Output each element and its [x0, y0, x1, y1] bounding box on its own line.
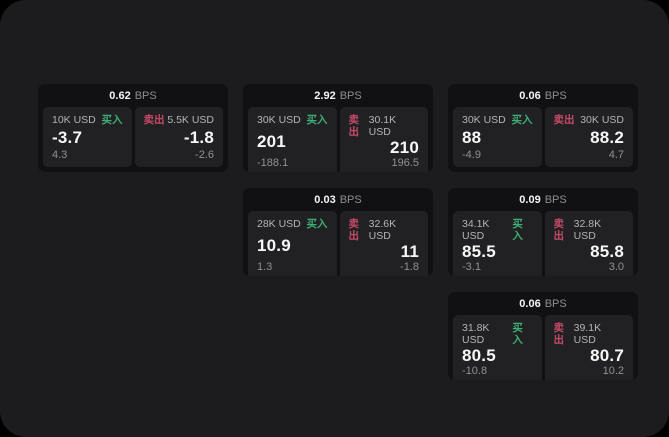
- sell-change: 196.5: [391, 157, 419, 169]
- buy-price: 201: [257, 132, 286, 151]
- buy-change: 4.3: [52, 149, 68, 161]
- bps-spread-value: 0.62: [109, 89, 131, 102]
- buy-change: -188.1: [257, 157, 289, 169]
- buy-change: -10.8: [462, 365, 488, 377]
- bps-spread-header: 0.06 BPS: [448, 84, 638, 107]
- buy-side-label: 买入: [306, 114, 328, 126]
- sell-price: 80.7: [590, 346, 624, 365]
- sell-quote-button[interactable]: 卖出 32.6K USD 11 -1.8: [339, 211, 428, 276]
- quote-panels: 34.1K USD 买入 85.5 -3.1 卖出 32.8K USD 85.8…: [448, 211, 638, 276]
- sell-side-label: 卖出: [348, 218, 360, 242]
- sell-quote-button[interactable]: 卖出 30K USD 88.2 4.7: [544, 107, 633, 167]
- buy-price: -3.7: [52, 128, 83, 147]
- buy-price: 88: [462, 128, 482, 147]
- buy-side-label: 买入: [511, 114, 533, 126]
- buy-side-label: 买入: [101, 114, 123, 126]
- bps-unit-label: BPS: [544, 89, 567, 102]
- sell-quote-button[interactable]: 卖出 32.8K USD 85.8 3.0: [544, 211, 633, 276]
- buy-amount: 34.1K USD: [462, 218, 490, 242]
- buy-quote-button[interactable]: 30K USD 买入 88 -4.9: [453, 107, 542, 167]
- buy-amount: 10K USD: [52, 114, 96, 126]
- buy-amount: 28K USD: [257, 218, 301, 230]
- quote-panels: 30K USD 买入 201 -188.1 卖出 30.1K USD 210 1…: [243, 107, 433, 172]
- bps-spread-header: 0.62 BPS: [38, 84, 228, 107]
- sell-quote-button[interactable]: 卖出 30.1K USD 210 196.5: [339, 107, 428, 172]
- quote-card: 0.62 BPS 10K USD 买入 -3.7 4.3 卖出 5.5K USD: [38, 84, 228, 172]
- buy-amount: 30K USD: [462, 114, 506, 126]
- sell-price: 88.2: [590, 128, 624, 147]
- bps-unit-label: BPS: [544, 297, 567, 310]
- sell-amount: 32.6K USD: [368, 218, 397, 242]
- quote-card: 0.06 BPS 31.8K USD 买入 80.5 -10.8 卖出 39.1…: [448, 292, 638, 380]
- quote-panels: 10K USD 买入 -3.7 4.3 卖出 5.5K USD -1.8 -2.…: [38, 107, 228, 172]
- quote-card: 2.92 BPS 30K USD 买入 201 -188.1 卖出 30.1K …: [243, 84, 433, 172]
- sell-side-label: 卖出: [553, 322, 565, 346]
- buy-amount: 31.8K USD: [462, 322, 490, 346]
- buy-quote-button[interactable]: 31.8K USD 买入 80.5 -10.8: [453, 315, 542, 380]
- quote-card: 0.06 BPS 30K USD 买入 88 -4.9 卖出 30K USD: [448, 84, 638, 172]
- bps-spread-header: 2.92 BPS: [243, 84, 433, 107]
- sell-change: 10.2: [602, 365, 624, 377]
- sell-price: -1.8: [183, 128, 214, 147]
- buy-side-label: 买入: [512, 218, 523, 242]
- quote-panels: 31.8K USD 买入 80.5 -10.8 卖出 39.1K USD 80.…: [448, 315, 638, 380]
- bps-spread-value: 0.09: [519, 193, 541, 206]
- sell-side-label: 卖出: [143, 114, 165, 126]
- buy-quote-button[interactable]: 10K USD 买入 -3.7 4.3: [43, 107, 132, 167]
- buy-price: 10.9: [257, 236, 291, 255]
- bps-unit-label: BPS: [544, 193, 567, 206]
- sell-amount: 39.1K USD: [573, 322, 602, 346]
- bps-spread-value: 0.06: [519, 89, 541, 102]
- sell-side-label: 卖出: [348, 114, 360, 138]
- sell-amount: 32.8K USD: [573, 218, 602, 242]
- bps-spread-header: 0.09 BPS: [448, 188, 638, 211]
- bps-unit-label: BPS: [134, 89, 157, 102]
- sell-change: -1.8: [400, 261, 419, 273]
- buy-side-label: 买入: [306, 218, 328, 230]
- buy-price: 85.5: [462, 242, 496, 261]
- sell-change: 4.7: [608, 149, 624, 161]
- bps-spread-value: 0.03: [314, 193, 336, 206]
- buy-change: 1.3: [257, 261, 273, 273]
- sell-price: 210: [390, 138, 419, 157]
- sell-side-label: 卖出: [553, 114, 575, 126]
- sell-change: 3.0: [608, 261, 624, 273]
- quote-panels: 28K USD 买入 10.9 1.3 卖出 32.6K USD 11 -1.8: [243, 211, 433, 276]
- sell-price: 85.8: [590, 242, 624, 261]
- sell-price: 11: [400, 242, 419, 261]
- buy-amount: 30K USD: [257, 114, 301, 126]
- bps-spread-header: 0.03 BPS: [243, 188, 433, 211]
- bps-spread-value: 2.92: [314, 89, 336, 102]
- bps-unit-label: BPS: [339, 193, 362, 206]
- quote-card-grid: 0.62 BPS 10K USD 买入 -3.7 4.3 卖出 5.5K USD: [38, 84, 638, 380]
- quote-panels: 30K USD 买入 88 -4.9 卖出 30K USD 88.2 4.7: [448, 107, 638, 172]
- buy-change: -3.1: [462, 261, 481, 273]
- buy-side-label: 买入: [512, 322, 523, 346]
- sell-amount: 30.1K USD: [368, 114, 397, 138]
- buy-quote-button[interactable]: 28K USD 买入 10.9 1.3: [248, 211, 337, 276]
- bps-spread-value: 0.06: [519, 297, 541, 310]
- sell-amount: 5.5K USD: [167, 114, 214, 126]
- buy-price: 80.5: [462, 346, 496, 365]
- bps-unit-label: BPS: [339, 89, 362, 102]
- bps-spread-header: 0.06 BPS: [448, 292, 638, 315]
- sell-change: -2.6: [195, 149, 214, 161]
- quote-card: 0.09 BPS 34.1K USD 买入 85.5 -3.1 卖出 32.8K…: [448, 188, 638, 276]
- buy-change: -4.9: [462, 149, 481, 161]
- quote-card: 0.03 BPS 28K USD 买入 10.9 1.3 卖出 32.6K US…: [243, 188, 433, 276]
- buy-quote-button[interactable]: 30K USD 买入 201 -188.1: [248, 107, 337, 172]
- buy-quote-button[interactable]: 34.1K USD 买入 85.5 -3.1: [453, 211, 542, 276]
- sell-quote-button[interactable]: 卖出 5.5K USD -1.8 -2.6: [134, 107, 223, 167]
- sell-amount: 30K USD: [580, 114, 624, 126]
- sell-side-label: 卖出: [553, 218, 565, 242]
- sell-quote-button[interactable]: 卖出 39.1K USD 80.7 10.2: [544, 315, 633, 380]
